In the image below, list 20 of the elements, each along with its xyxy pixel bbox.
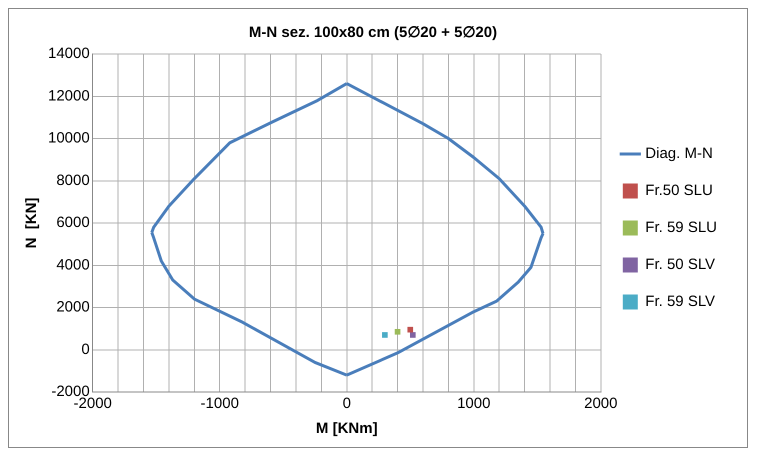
x-tick-label: 0: [342, 395, 351, 412]
y-tick-label: 10000: [48, 130, 90, 147]
legend-label: Fr.50 SLU: [645, 182, 713, 200]
x-tick-label: 1000: [457, 395, 490, 412]
y-tick-label: 12000: [48, 87, 90, 104]
y-tick-label: 14000: [48, 45, 90, 62]
chart-title: M-N sez. 100x80 cm (5∅20 + 5∅20): [248, 24, 498, 42]
y-tick-label: 6000: [56, 214, 90, 232]
legend-label: Fr. 59 SLU: [645, 219, 718, 236]
x-tick-label: -1000: [200, 395, 239, 412]
y-tick-label: 8000: [56, 172, 90, 189]
legend-label: Diag. M-N: [645, 145, 713, 162]
legend-label: Fr. 50 SLV: [645, 256, 716, 274]
y-tick-label: 4000: [56, 256, 90, 274]
y-tick-label: 2000: [56, 298, 90, 316]
y-axis-title: N [KN]: [23, 198, 40, 248]
x-tick-label: 2000: [584, 395, 618, 412]
x-axis-title: M [KNm]: [316, 420, 378, 438]
y-tick-label: 0: [81, 340, 90, 358]
legend-label: Fr. 59 SLV: [645, 293, 716, 310]
